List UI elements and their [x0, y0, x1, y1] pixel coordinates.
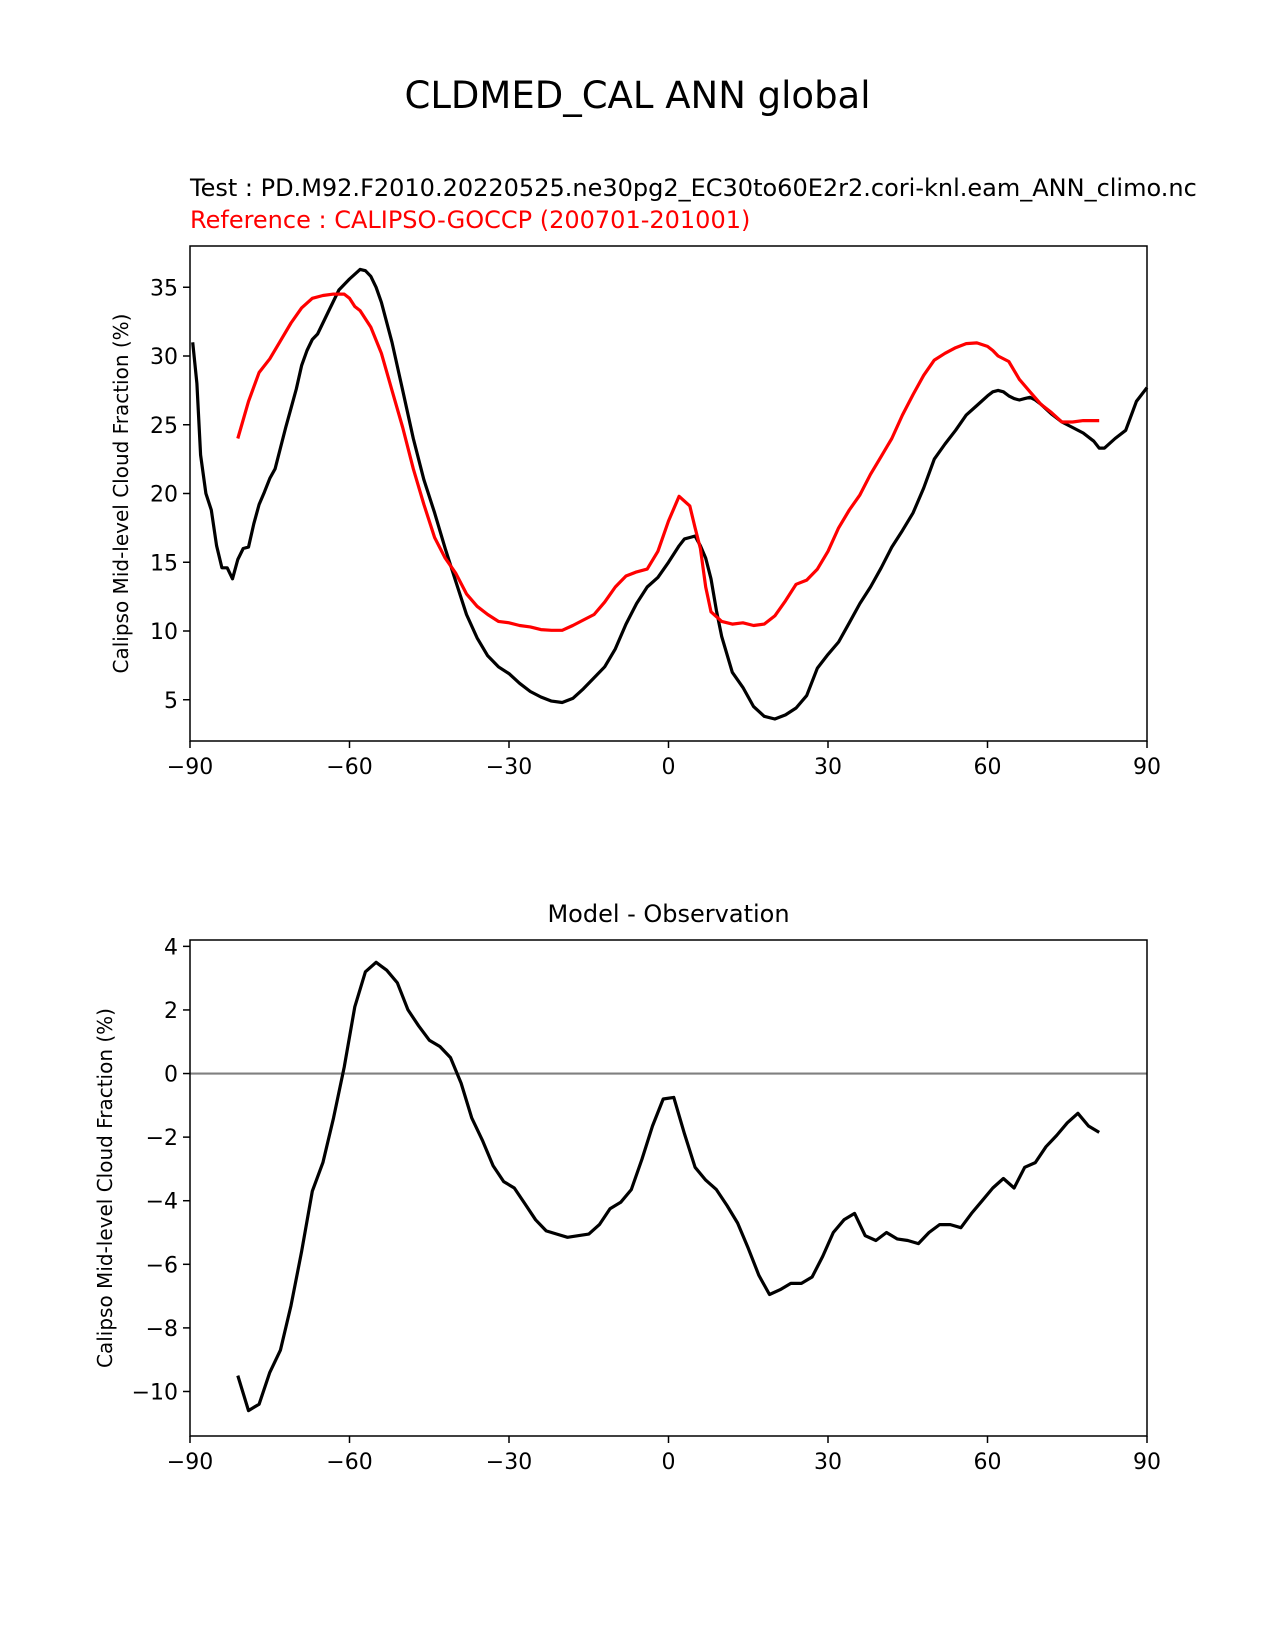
- top-ytick-label: 10: [150, 620, 178, 645]
- top-xtick-label: 0: [662, 755, 676, 780]
- top-series-test: [191, 267, 1149, 721]
- top-xtick-label: −90: [167, 755, 213, 780]
- bottom-ytick-label: 4: [164, 935, 178, 960]
- bottom-plot-frame: [189, 939, 1148, 1437]
- top-ytick-label: 15: [150, 551, 178, 576]
- top-ytick-label: 5: [164, 689, 178, 714]
- climatology-chart: 5 10 15 20 25 30 35 −90 −60 −30 0 30 60 90 Calipso Mid…: [109, 245, 1161, 780]
- bottom-xtick-label: −60: [326, 1450, 372, 1475]
- bottom-xtick-label: 60: [974, 1450, 1002, 1475]
- bottom-ytick-label: −4: [146, 1190, 178, 1215]
- top-ytick-label: 30: [150, 345, 178, 370]
- test-label: Test : PD.M92.F2010.20220525.ne30pg2_EC3…: [190, 174, 1197, 202]
- top-plot-frame: [189, 245, 1148, 742]
- bottom-ytick-label: 0: [164, 1063, 178, 1088]
- difference-chart: 4 2 0 −2 −4 −6 −8 −10 −90 −60 −30 0 30 60 90 Calipso Mi…: [93, 935, 1161, 1475]
- diff-plot-title: Model - Observation: [547, 900, 790, 928]
- top-xtick-label: 30: [814, 755, 842, 780]
- bottom-ytick-label: −2: [146, 1126, 178, 1151]
- reference-label: Reference : CALIPSO-GOCCP (200701-201001…: [190, 206, 751, 234]
- bottom-ytick-label: −8: [146, 1317, 178, 1342]
- bottom-xtick-label: 30: [814, 1450, 842, 1475]
- bottom-ytick-label: −6: [146, 1253, 178, 1278]
- figure-title: CLDMED_CAL ANN global: [404, 74, 871, 117]
- bottom-series-model-observation: [236, 960, 1101, 1413]
- top-series-reference: [236, 292, 1100, 632]
- bottom-xtick-label: 90: [1133, 1450, 1161, 1475]
- top-xtick-label: 60: [974, 755, 1002, 780]
- top-ylabel: Calipso Mid-level Cloud Fraction (%): [109, 314, 133, 674]
- top-ytick-label: 20: [150, 483, 178, 508]
- bottom-xtick-label: −90: [167, 1450, 213, 1475]
- top-xtick-label: −30: [486, 755, 532, 780]
- bottom-xtick-label: 0: [662, 1450, 676, 1475]
- top-xtick-label: 90: [1133, 755, 1161, 780]
- bottom-ylabel: Calipso Mid-level Cloud Fraction (%): [93, 1008, 117, 1368]
- top-xtick-label: −60: [326, 755, 372, 780]
- bottom-xtick-label: −30: [486, 1450, 532, 1475]
- bottom-ytick-label: −10: [132, 1380, 178, 1405]
- bottom-ytick-label: 2: [164, 999, 178, 1024]
- top-ytick-label: 35: [150, 276, 178, 301]
- top-ytick-label: 25: [150, 414, 178, 439]
